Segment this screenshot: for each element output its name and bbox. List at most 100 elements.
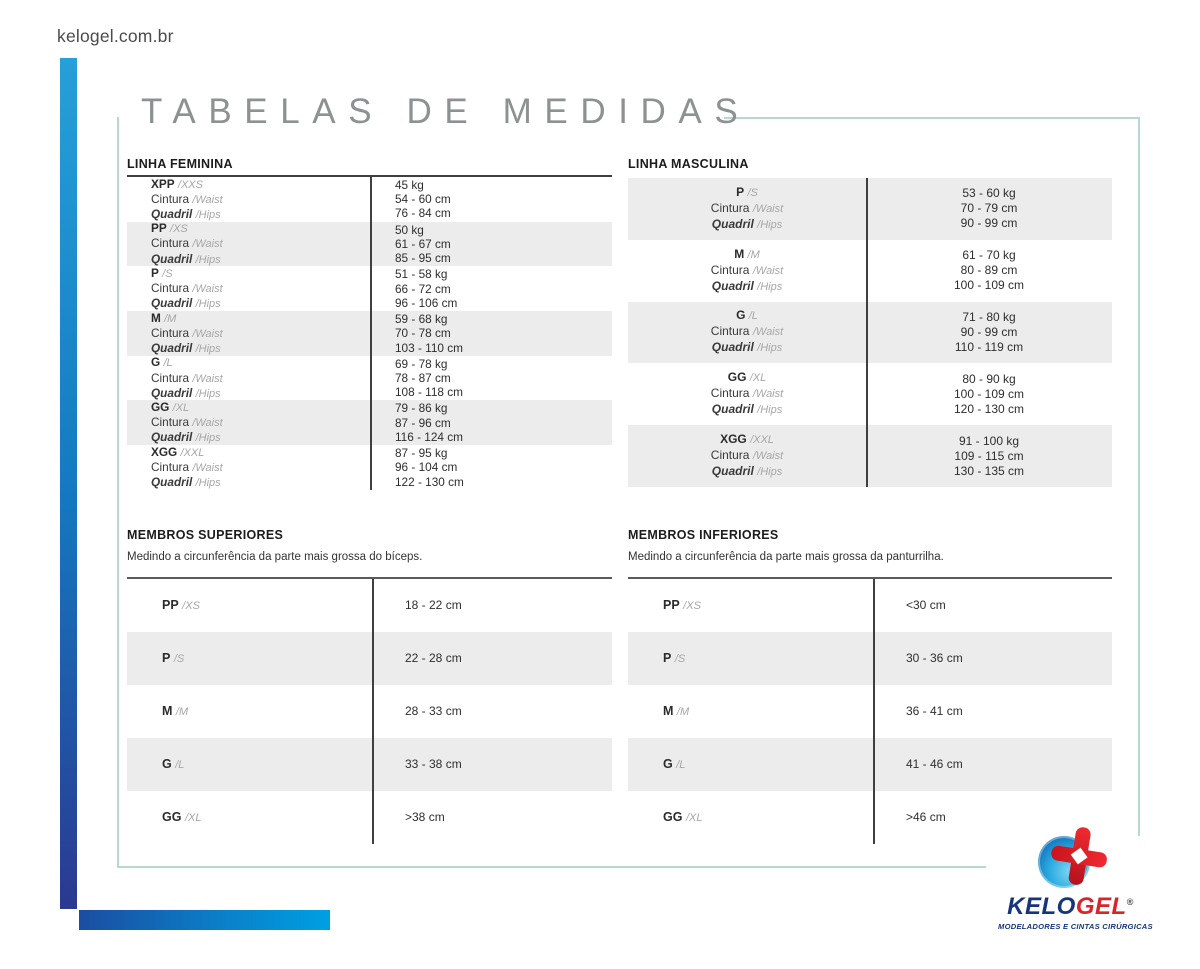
size-row-g: G /L 33 - 38 cm <box>127 737 612 791</box>
intl-size: /L <box>175 759 185 771</box>
size-code: XGG <box>151 444 178 459</box>
intl-size: /XXL <box>180 446 205 459</box>
size-code: P <box>736 184 745 199</box>
size-code: P <box>162 651 171 665</box>
measure-value: >46 cm <box>906 810 946 824</box>
weight-value: 87 - 95 kg <box>395 446 448 461</box>
weight-value: 91 - 100 kg <box>958 433 1020 448</box>
quadril-label: Quadril <box>711 216 754 231</box>
weight-value: 79 - 86 kg <box>395 401 448 416</box>
cintura-label: Cintura <box>151 236 190 251</box>
intl-size: /XL <box>172 401 190 414</box>
waist-value: 70 - 78 cm <box>395 326 451 341</box>
cintura-label: Cintura <box>710 200 750 215</box>
table-linha-masculina: LINHA MASCULINA P /S Cintura /Waist Quad… <box>628 157 1112 487</box>
intl-size: /L <box>676 759 686 771</box>
column-divider <box>873 578 875 844</box>
size-code: GG <box>663 810 683 824</box>
hips-label: /Hips <box>757 404 783 417</box>
column-divider <box>370 177 372 490</box>
cintura-label: Cintura <box>151 191 190 206</box>
page-title: TABELAS DE MEDIDAS <box>141 92 751 131</box>
weight-value: 71 - 80 kg <box>962 309 1016 324</box>
quadril-label: Quadril <box>151 251 193 266</box>
hips-value: 116 - 124 cm <box>395 429 463 444</box>
intl-size: /L <box>748 310 758 323</box>
quadril-label: Quadril <box>711 340 754 355</box>
size-row-gg: GG /XL Cintura /Waist Quadril /Hips 79 -… <box>127 400 612 446</box>
hips-value: 96 - 106 cm <box>395 295 458 310</box>
intl-size: /XXS <box>177 178 203 191</box>
hips-value: 130 - 135 cm <box>953 463 1025 478</box>
intl-size: /S <box>747 186 758 199</box>
waist-value: 66 - 72 cm <box>395 281 451 296</box>
size-row-p: P /S Cintura /Waist Quadril /Hips 51 - 5… <box>127 266 612 311</box>
weight-value: 69 - 78 kg <box>395 356 448 371</box>
size-code: M <box>734 246 745 261</box>
measure-value: 30 - 36 cm <box>906 651 963 665</box>
hips-value: 120 - 130 cm <box>953 401 1025 416</box>
table-heading: LINHA FEMININA <box>127 157 233 171</box>
cintura-label: Cintura <box>710 448 750 463</box>
brand-gel: GEL <box>1075 893 1127 920</box>
hips-value: 108 - 118 cm <box>395 385 463 400</box>
measure-value: 36 - 41 cm <box>906 704 963 718</box>
cintura-label: Cintura <box>151 325 190 340</box>
size-code: G <box>663 757 673 771</box>
size-code: P <box>663 651 672 665</box>
bottom-accent-bar <box>79 910 330 930</box>
intl-size: /XL <box>749 372 767 385</box>
cintura-label: Cintura <box>151 459 190 474</box>
intl-size: /M <box>164 312 177 325</box>
quadril-label: Quadril <box>151 430 193 445</box>
size-row-g: G /L 41 - 46 cm <box>628 737 1112 791</box>
size-row-gg: GG /XL >46 cm <box>628 791 1112 844</box>
hips-label: /Hips <box>195 298 221 311</box>
measure-value: 33 - 38 cm <box>405 757 462 771</box>
column-divider <box>372 578 374 844</box>
size-code: G <box>151 355 161 370</box>
size-row-gg: GG /XL Cintura /Waist Quadril /Hips 80 -… <box>628 363 1112 425</box>
size-code: XPP <box>151 176 175 191</box>
table-description: Medindo a circunferência da parte mais g… <box>127 551 423 563</box>
frame-line-bottom <box>117 866 986 868</box>
table-membros-inferiores: MEMBROS INFERIORES Medindo a circunferên… <box>628 528 1112 844</box>
hips-label: /Hips <box>195 387 221 400</box>
table-membros-superiores: MEMBROS SUPERIORES Medindo a circunferên… <box>127 528 612 844</box>
brand-wordmark: KELOGEL® <box>998 890 1143 919</box>
size-code: XGG <box>720 432 747 447</box>
waist-label: /Waist <box>192 417 223 430</box>
size-row-xgg: XGG /XXL Cintura /Waist Quadril /Hips 91… <box>628 425 1112 487</box>
hips-value: 100 - 109 cm <box>953 278 1025 293</box>
size-row-pp: PP /XS 18 - 22 cm <box>127 579 612 632</box>
size-row-p: P /S 22 - 28 cm <box>127 631 612 685</box>
size-row-m: M /M Cintura /Waist Quadril /Hips 59 - 6… <box>127 311 612 356</box>
intl-size: /XXL <box>750 434 774 447</box>
weight-value: 53 - 60 kg <box>962 186 1016 201</box>
size-code: GG <box>162 810 182 824</box>
intl-size: /S <box>162 267 173 280</box>
cintura-label: Cintura <box>710 324 750 339</box>
heading-rule <box>127 577 612 579</box>
intl-size: /XS <box>182 600 200 612</box>
weight-value: 80 - 90 kg <box>962 371 1016 386</box>
size-code: M <box>162 704 173 718</box>
cintura-label: Cintura <box>151 415 190 430</box>
size-row-p: P /S Cintura /Waist Quadril /Hips 53 - 6… <box>628 178 1112 240</box>
quadril-label: Quadril <box>151 385 193 400</box>
size-row-m: M /M 28 - 33 cm <box>127 685 612 738</box>
hips-label: /Hips <box>195 477 221 490</box>
waist-value: 87 - 96 cm <box>395 415 451 430</box>
size-code: PP <box>162 598 179 612</box>
table-description: Medindo a circunferência da parte mais g… <box>628 551 944 563</box>
hips-label: /Hips <box>195 208 221 221</box>
size-code: G <box>736 308 746 323</box>
intl-size: /XS <box>683 600 701 612</box>
cintura-label: Cintura <box>151 281 190 296</box>
hips-value: 122 - 130 cm <box>395 474 464 489</box>
cintura-label: Cintura <box>151 370 190 385</box>
size-row-gg: GG /XL >38 cm <box>127 791 612 844</box>
waist-value: 90 - 99 cm <box>960 324 1018 339</box>
hips-label: /Hips <box>757 342 783 355</box>
waist-value: 54 - 60 cm <box>395 192 451 207</box>
